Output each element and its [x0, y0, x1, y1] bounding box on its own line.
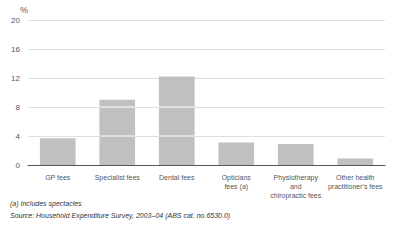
svg-text:(a) Includes spectacles: (a) Includes spectacles: [10, 200, 82, 208]
svg-text:Physiotherapy: Physiotherapy: [274, 174, 319, 182]
svg-text:fees (a): fees (a): [224, 183, 248, 191]
svg-text:20: 20: [11, 16, 20, 25]
svg-text:Dental fees: Dental fees: [159, 174, 195, 181]
svg-text:4: 4: [16, 132, 21, 141]
svg-text:practitioner's fees: practitioner's fees: [328, 183, 383, 191]
svg-text:16: 16: [11, 45, 20, 54]
svg-text:and: and: [290, 183, 302, 190]
svg-text:Source: Household Expenditure: Source: Household Expenditure Survey, 20…: [10, 212, 230, 220]
svg-text:8: 8: [16, 103, 21, 112]
svg-text:chiropractic fees: chiropractic fees: [270, 192, 321, 200]
svg-text:%: %: [20, 5, 28, 15]
svg-text:Specialist fees: Specialist fees: [95, 174, 141, 182]
svg-text:Opticians: Opticians: [222, 174, 252, 182]
svg-text:12: 12: [11, 74, 20, 83]
svg-text:GP fees: GP fees: [45, 174, 71, 181]
svg-text:Other health: Other health: [336, 174, 375, 181]
svg-text:0: 0: [16, 161, 21, 170]
